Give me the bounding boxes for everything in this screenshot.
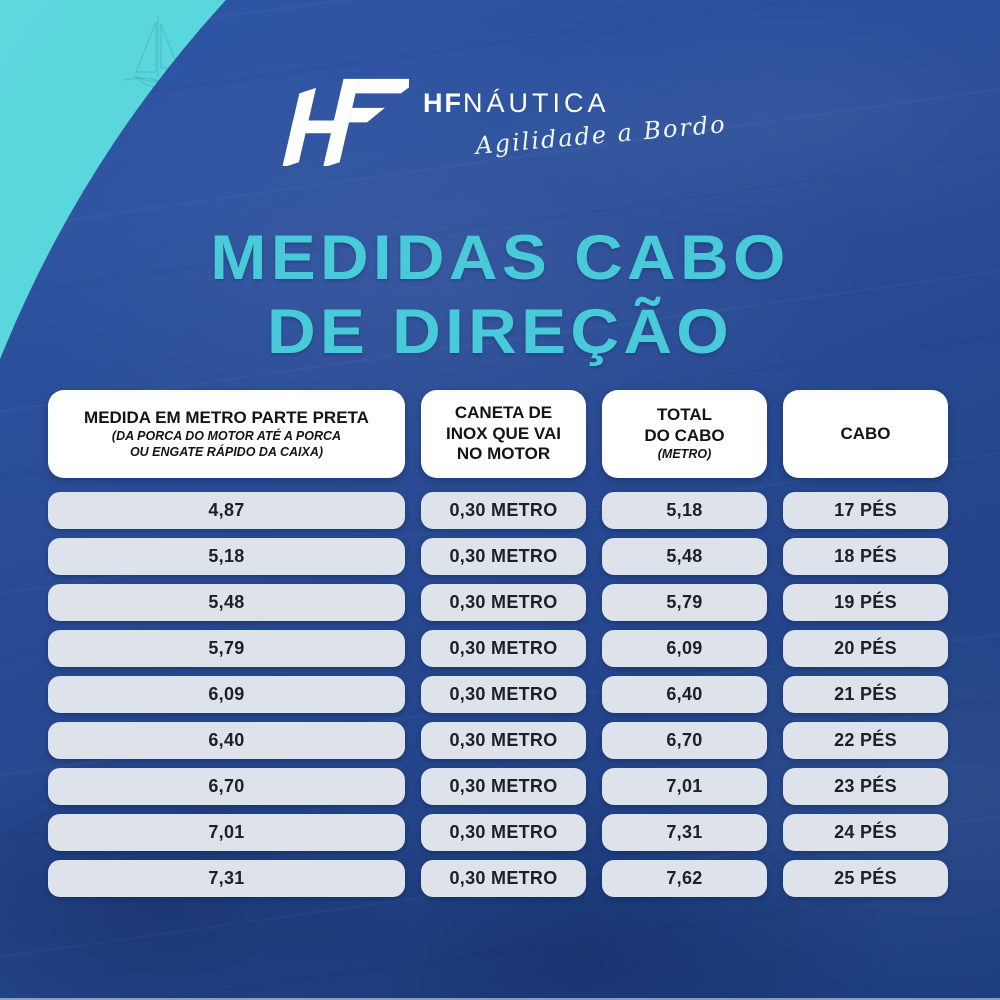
brand-name-nautica: NÁUTICA — [463, 88, 610, 118]
brand-name-hf: HF — [423, 88, 464, 118]
table-cell: 18 PÉS — [783, 538, 948, 575]
table-cell: 0,30 METRO — [421, 492, 586, 529]
table-cell: 25 PÉS — [783, 860, 948, 897]
table-cell: 6,09 — [48, 676, 405, 713]
table-cell: 0,30 METRO — [421, 722, 586, 759]
table-cell: 5,79 — [602, 584, 767, 621]
sailboat-sketch-icon — [123, 16, 271, 89]
table-cell: 0,30 METRO — [421, 584, 586, 621]
table-cell: 7,01 — [602, 768, 767, 805]
table-cell: 5,48 — [602, 538, 767, 575]
header-title: CANETA DE INOX QUE VAI NO MOTOR — [446, 403, 561, 464]
table-cell: 5,18 — [602, 492, 767, 529]
table-cell: 0,30 METRO — [421, 630, 586, 667]
table-cell: 6,40 — [602, 676, 767, 713]
table-cell: 6,70 — [602, 722, 767, 759]
page-title-line1: MEDIDAS CABO — [210, 223, 790, 293]
brand-wordmark: HFNÁUTICA Agilidade a Bordo — [423, 66, 728, 160]
brand-name: HFNÁUTICA — [423, 88, 727, 119]
hf-monogram-icon — [282, 78, 410, 166]
table-cell: 6,09 — [602, 630, 767, 667]
brand-logo: HFNÁUTICA Agilidade a Bordo — [0, 66, 1000, 166]
header-cabo: CABO — [783, 390, 948, 478]
table-cell: 5,48 — [48, 584, 405, 621]
table-cell: 5,18 — [48, 538, 405, 575]
header-title: TOTAL DO CABO — [644, 405, 725, 445]
table-cell: 6,70 — [48, 768, 405, 805]
table-header-row: MEDIDA EM METRO PARTE PRETA (DA PORCA DO… — [48, 390, 948, 478]
table-cell: 19 PÉS — [783, 584, 948, 621]
header-medida-parte-preta: MEDIDA EM METRO PARTE PRETA (DA PORCA DO… — [48, 390, 405, 478]
table-cell: 0,30 METRO — [421, 768, 586, 805]
table-cell: 7,01 — [48, 814, 405, 851]
header-title: MEDIDA EM METRO PARTE PRETA — [84, 407, 369, 427]
table-cell: 21 PÉS — [783, 676, 948, 713]
header-title: CABO — [840, 423, 891, 443]
table-cell: 6,40 — [48, 722, 405, 759]
table-cell: 23 PÉS — [783, 768, 948, 805]
bottom-edge-line — [0, 998, 1000, 1000]
table-cell: 24 PÉS — [783, 814, 948, 851]
page-title-line2: DE DIREÇÃO — [266, 296, 734, 367]
table-cell: 0,30 METRO — [421, 676, 586, 713]
page-title: MEDIDAS CABO DE DIREÇÃO — [0, 222, 1000, 369]
header-total-do-cabo: TOTAL DO CABO (METRO) — [602, 390, 767, 478]
table-cell: 0,30 METRO — [421, 538, 586, 575]
table-cell: 0,30 METRO — [421, 814, 586, 851]
header-caneta-inox: CANETA DE INOX QUE VAI NO MOTOR — [421, 390, 586, 478]
table-cell: 17 PÉS — [783, 492, 948, 529]
table-cell: 0,30 METRO — [421, 860, 586, 897]
table-cell: 7,31 — [48, 860, 405, 897]
table-cell: 5,79 — [48, 630, 405, 667]
table-cell: 7,31 — [602, 814, 767, 851]
table-cell: 22 PÉS — [783, 722, 948, 759]
table-body: 4,87 0,30 METRO 5,18 17 PÉS 5,18 0,30 METRO 5,… — [48, 492, 948, 897]
table-cell: 4,87 — [48, 492, 405, 529]
header-subtitle: (DA PORCA DO MOTOR ATÉ A PORCA OU ENGATE… — [111, 429, 342, 459]
table-cell: 20 PÉS — [783, 630, 948, 667]
measurement-table: MEDIDA EM METRO PARTE PRETA (DA PORCA DO… — [48, 390, 948, 897]
table-cell: 7,62 — [602, 860, 767, 897]
header-subtitle: (METRO) — [657, 447, 712, 462]
